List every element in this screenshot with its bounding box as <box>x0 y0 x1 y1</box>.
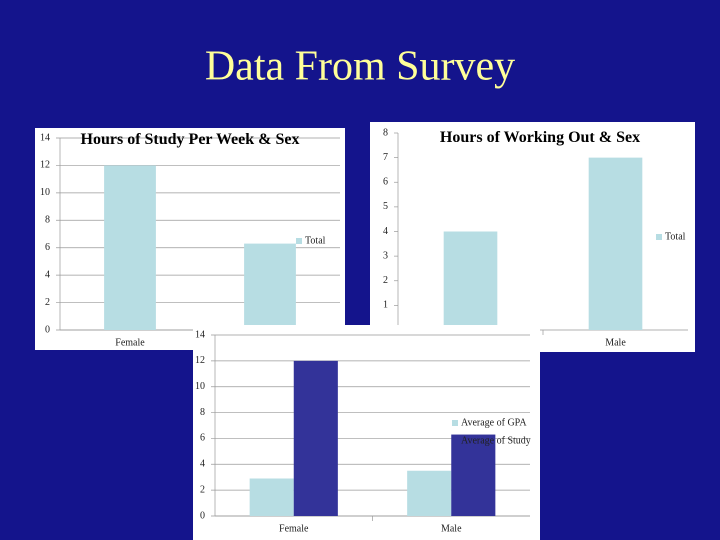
y-tick-label: 4 <box>200 459 205 470</box>
x-tick-label: Male <box>441 523 462 534</box>
y-tick-label: 2 <box>200 484 205 495</box>
legend-swatch <box>656 234 662 240</box>
bar <box>293 360 338 516</box>
y-tick-label: 5 <box>383 201 388 212</box>
y-tick-label: 8 <box>383 127 388 138</box>
bar <box>451 434 496 516</box>
legend-label: Average of GPA <box>461 417 527 428</box>
y-tick-label: 6 <box>200 433 205 444</box>
bar <box>244 243 296 330</box>
y-tick-label: 14 <box>40 132 50 143</box>
x-tick-label: Male <box>605 337 626 348</box>
y-tick-label: 10 <box>40 187 50 198</box>
y-tick-label: 0 <box>45 324 50 335</box>
chart-title-box: Hours of Study Per Week & Sex <box>80 131 300 148</box>
y-tick-label: 8 <box>45 215 50 226</box>
legend-swatch <box>452 420 458 426</box>
legend-label: Total <box>305 235 326 246</box>
y-tick-label: 6 <box>383 177 388 188</box>
y-tick-label: 6 <box>45 242 50 253</box>
y-tick-label: 12 <box>40 160 50 171</box>
legend-swatch <box>452 438 458 444</box>
slide-title: Data From Survey <box>205 44 515 90</box>
y-tick-label: 3 <box>383 250 388 261</box>
bar <box>249 478 294 516</box>
x-tick-label: Female <box>115 337 145 348</box>
chart-title: Hours of Study Per Week & Sex <box>80 131 300 148</box>
legend-swatch <box>296 238 302 244</box>
y-tick-label: 1 <box>383 300 388 311</box>
y-tick-label: 14 <box>195 329 205 340</box>
bar <box>443 231 498 330</box>
chart: 012345678FemaleMaleTotalHours of Working… <box>370 122 695 352</box>
y-tick-label: 12 <box>195 355 205 366</box>
y-tick-label: 10 <box>195 381 205 392</box>
x-tick-label: Female <box>279 523 309 534</box>
bar <box>104 165 156 330</box>
y-tick-label: 4 <box>383 226 388 237</box>
chart-title-box: Hours of Working Out & Sex <box>439 129 641 146</box>
bar <box>407 470 452 516</box>
y-tick-label: 8 <box>200 407 205 418</box>
y-tick-label: 4 <box>45 269 50 280</box>
chart: 0 2 4 6 8 10 12 14 Female Male Average of GPA Avera… <box>193 325 540 540</box>
chart-area <box>370 122 695 352</box>
bar <box>588 157 643 330</box>
y-tick-label: 2 <box>383 275 388 286</box>
y-tick-label: 2 <box>45 297 50 308</box>
y-tick-label: 0 <box>200 510 205 521</box>
chart: 02468101214FemaleMaleTotalHours of Study… <box>35 128 345 350</box>
chart-title: Hours of Working Out & Sex <box>439 129 641 146</box>
legend-label: Average of Study <box>461 435 531 446</box>
legend-label: Total <box>665 231 686 242</box>
y-tick-label: 7 <box>383 152 388 163</box>
